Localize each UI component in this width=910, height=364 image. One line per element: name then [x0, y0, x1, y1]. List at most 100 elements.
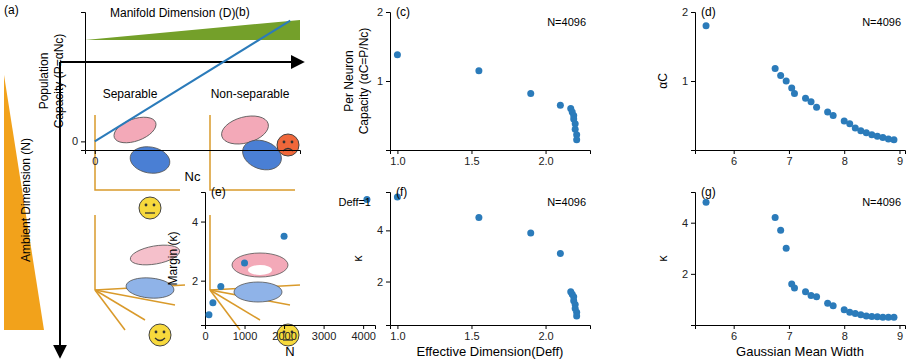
x-axis-tick-mark — [546, 150, 547, 154]
y-axis-tick-mark — [201, 222, 205, 223]
x-axis-tick-label: 4000 — [351, 330, 375, 342]
x-axis-tick: 4000 — [351, 325, 375, 342]
x-axis-tick-mark — [844, 325, 845, 329]
y-axis-tick: 2 — [377, 6, 390, 18]
x-axis-line — [391, 326, 591, 330]
mini-axis — [209, 215, 211, 290]
marks — [205, 196, 370, 318]
x-axis-tick-mark — [789, 325, 790, 329]
x-axis-tick-mark — [546, 325, 547, 329]
y-axis-tick: 2 — [682, 6, 695, 18]
x-axis-tick-label: 3000 — [312, 330, 336, 342]
panel-label: (e) — [211, 185, 226, 199]
x-axis-tick: 0 — [92, 150, 98, 167]
x-axis-tick-mark — [899, 150, 900, 154]
y-axis-tick: 2 — [192, 275, 205, 287]
y-axis-tick: 2 — [682, 268, 695, 280]
x-axis-tick-label: 1.5 — [464, 330, 479, 342]
y-axis-line — [201, 193, 206, 326]
data-point — [209, 299, 216, 306]
data-point — [890, 314, 897, 321]
y-axis-tick-label: 4 — [682, 217, 688, 229]
marks — [95, 21, 290, 142]
panel-label: (a) — [4, 3, 19, 17]
marks — [394, 51, 580, 143]
y-axis-title: Margin (κ) — [166, 231, 180, 285]
data-point — [475, 67, 482, 74]
x-axis: 0 — [86, 150, 301, 167]
panel-label: (d) — [701, 5, 716, 19]
data-point — [573, 313, 580, 320]
mini-axis — [94, 215, 96, 290]
eye — [155, 331, 158, 334]
mouth — [155, 338, 165, 341]
y-axis-line — [691, 193, 696, 326]
x-axis-tick-label: 9 — [897, 155, 903, 167]
y-axis-tick-mark — [386, 282, 390, 283]
marks — [703, 199, 898, 321]
x-axis-line — [696, 326, 906, 330]
data-point — [791, 284, 798, 291]
x-axis-tick: 3000 — [312, 325, 336, 342]
x-axis-tick-label: 0 — [92, 155, 98, 167]
x-axis-tick-mark — [471, 150, 472, 154]
emoji-face — [139, 197, 161, 219]
x-axis-tick-label: 1.0 — [390, 330, 405, 342]
panel-label: (f) — [396, 185, 407, 199]
data-point — [846, 120, 853, 127]
x-axis-tick-mark — [397, 325, 398, 329]
y-axis-line — [691, 13, 696, 151]
data-point — [777, 227, 784, 234]
x-axis-tick: 1.5 — [464, 150, 479, 167]
panel-1: 1.01.52.012(c)N=4096Per NeuronCapacity (… — [342, 5, 591, 167]
x-axis-tick-label: 2000 — [272, 330, 296, 342]
eye — [145, 204, 148, 207]
arrow-right — [60, 61, 302, 63]
x-axis-tick: 0 — [202, 325, 208, 342]
panel-2: 678912(d)N=4096αC — [656, 5, 906, 167]
y-axis-tick-mark — [201, 281, 205, 282]
x-axis-tick-mark — [899, 325, 900, 329]
data-point — [813, 293, 820, 300]
y-axis-title: Capacity (αC=P/Nc) — [357, 28, 371, 135]
marks — [703, 22, 898, 143]
y-axis: 12 — [377, 6, 391, 150]
x-axis-tick: 8 — [842, 325, 848, 342]
face — [277, 134, 299, 156]
panel-5: 678924(g)N=4096Gaussian Mean Widthκ — [656, 185, 906, 359]
x-axis-tick: 1000 — [233, 325, 257, 342]
data-point — [890, 136, 897, 143]
x-axis-tick-mark — [95, 150, 96, 154]
y-axis: 24 — [192, 193, 206, 326]
manifold-blue — [234, 282, 282, 302]
data-point — [703, 22, 710, 29]
x-axis-tick-label: 9 — [897, 330, 903, 342]
annotation: N=4096 — [547, 16, 586, 28]
y-axis-tick-mark — [691, 81, 695, 82]
y-axis-tick-label: 2 — [377, 6, 383, 18]
x-axis-tick-label: 8 — [842, 155, 848, 167]
left-label: Ambient Dimension (N) — [19, 138, 33, 262]
manifold-hole — [248, 265, 272, 275]
data-line — [95, 21, 290, 142]
x-axis-tick: 2.0 — [538, 325, 553, 342]
y-axis-title: Population — [37, 53, 51, 110]
figure-svg: (a)Manifold Dimension (D)Ambient Dimensi… — [0, 0, 910, 364]
data-point — [783, 78, 790, 85]
y-axis-line — [81, 13, 86, 151]
manifold-blue — [128, 144, 172, 177]
y-axis-tick-label: 1 — [377, 75, 383, 87]
mini-axis — [95, 290, 125, 330]
y-axis-tick-mark — [386, 230, 390, 231]
column-label: Non-separable — [211, 87, 290, 101]
data-point — [808, 98, 815, 105]
y-axis-title: Per Neuron — [342, 50, 356, 111]
data-point — [557, 250, 564, 257]
x-axis-tick: 7 — [786, 325, 792, 342]
x-axis-tick: 1.0 — [390, 325, 405, 342]
x-axis-tick-label: 6 — [731, 155, 737, 167]
x-axis-tick-mark — [471, 325, 472, 329]
x-axis-tick: 8 — [842, 150, 848, 167]
y-axis-title: αC — [656, 73, 670, 89]
y-axis-title: Capacity (P=αNc) — [52, 34, 66, 129]
